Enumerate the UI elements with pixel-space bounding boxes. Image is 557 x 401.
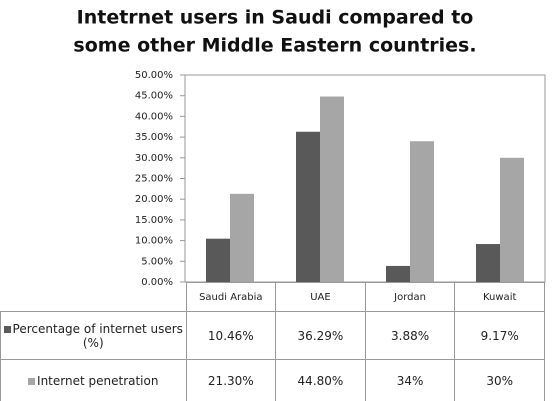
y-tick-label: 30.00% bbox=[135, 153, 173, 164]
bar bbox=[230, 193, 254, 282]
value-label: 36.29% bbox=[275, 311, 366, 360]
bar bbox=[206, 238, 230, 282]
y-tick-label: 45.00% bbox=[135, 91, 173, 102]
corner bbox=[1, 283, 187, 312]
y-tick-label: 50.00% bbox=[135, 70, 173, 81]
value-label: 10.46% bbox=[185, 311, 277, 360]
data-table: Saudi Arabia UAE Jordan Kuwait Percentage o… bbox=[0, 282, 545, 401]
bar bbox=[386, 265, 410, 282]
legend-label: Percentage of internet users (%) bbox=[12, 321, 183, 350]
chart-title: Intetrnet users in Saudi compared to bbox=[77, 7, 474, 29]
header-row: Saudi Arabia UAE Jordan Kuwait bbox=[1, 282, 545, 312]
x-tick-label: Kuwait bbox=[454, 282, 545, 312]
legend-cell: Percentage of internet users (%) bbox=[0, 311, 187, 360]
value-label: 44.80% bbox=[275, 359, 366, 401]
bar bbox=[320, 96, 344, 282]
value-label: 34% bbox=[364, 359, 456, 401]
table-row: Percentage of internet users (%) 10.46% 36… bbox=[0, 311, 545, 360]
x-tick-label: Jordan bbox=[364, 282, 456, 312]
y-tick-label: 10.00% bbox=[135, 236, 173, 247]
legend-cell: Internet penetration bbox=[0, 359, 187, 401]
y-tick-label: 5.00% bbox=[141, 256, 173, 267]
bar bbox=[476, 244, 500, 282]
y-tick-label: 0.00% bbox=[141, 277, 173, 288]
legend-key bbox=[3, 325, 11, 333]
bar bbox=[410, 141, 434, 282]
value-label: 3.88% bbox=[364, 311, 456, 360]
chart-title: some other Middle Eastern countries. bbox=[73, 35, 476, 57]
y-tick-label: 20.00% bbox=[135, 194, 173, 205]
legend-label: Internet penetration bbox=[37, 373, 159, 388]
value-label: 21.30% bbox=[185, 359, 277, 401]
y-tick-label: 35.00% bbox=[135, 132, 173, 143]
value-label: 30% bbox=[454, 359, 545, 401]
x-tick-label: UAE bbox=[275, 282, 366, 312]
table-row: Internet penetration 21.30% 44.80% 34% 30% bbox=[0, 359, 545, 401]
value-label: 9.17% bbox=[454, 311, 545, 360]
legend-key bbox=[28, 377, 36, 385]
x-tick-label: Saudi Arabia bbox=[185, 282, 277, 312]
y-tick-label: 40.00% bbox=[135, 111, 173, 122]
y-tick-label: 15.00% bbox=[135, 215, 173, 226]
y-tick-label: 25.00% bbox=[135, 174, 173, 185]
bar bbox=[296, 131, 320, 282]
bar bbox=[500, 157, 524, 282]
